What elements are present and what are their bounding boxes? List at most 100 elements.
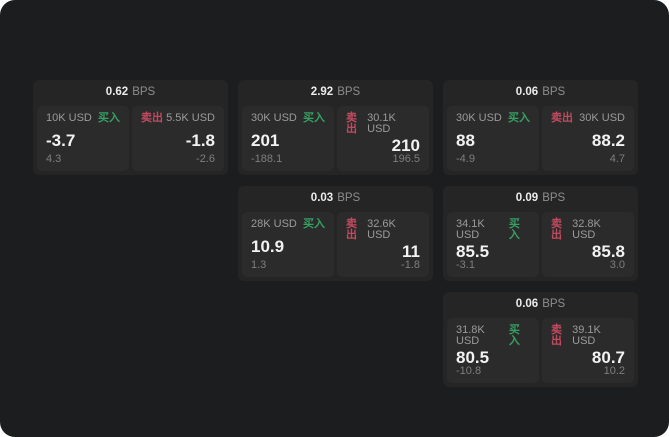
sell-amount-label: 32.8K USD: [572, 218, 601, 241]
sell-cell[interactable]: 卖出 5.5K USD -1.8 -2.6: [132, 106, 224, 171]
buy-cell-top: 28K USD 买入: [251, 219, 325, 230]
buy-sub-value: 1.3: [251, 259, 267, 271]
bps-value: 0.62: [105, 86, 129, 99]
bps-value: 0.09: [515, 192, 539, 205]
bps-value: 0.03: [310, 192, 334, 205]
quote-card: 0.62 BPS 10K USD 买入 -3.7 4.3 卖出 5.5K USD…: [33, 80, 228, 175]
bps-value: 0.06: [515, 298, 539, 311]
sell-cell[interactable]: 卖出 32.8K USD 85.8 3.0: [542, 212, 634, 277]
card-header: 0.62 BPS: [37, 80, 224, 106]
buy-sub-value: -188.1: [251, 153, 283, 165]
buy-side-label: 买入: [508, 112, 530, 124]
bps-unit: BPS: [337, 192, 361, 205]
sell-price: 88.2: [591, 130, 625, 150]
buy-side-label: 买入: [303, 112, 325, 124]
bps-unit: BPS: [542, 86, 566, 99]
sell-cell[interactable]: 卖出 30.1K USD 210 196.5: [337, 106, 429, 171]
sell-sub-value: 10.2: [603, 365, 625, 377]
sell-price: 80.7: [591, 348, 625, 367]
quote-card: 0.06 BPS 30K USD 买入 88 -4.9 卖出 30K USD 8…: [443, 80, 638, 175]
buy-cell[interactable]: 28K USD 买入 10.9 1.3: [242, 212, 334, 277]
buy-cell-top: 31.8K USD 买入: [456, 325, 530, 347]
quote-card: 2.92 BPS 30K USD 买入 201 -188.1 卖出 30.1K …: [238, 80, 433, 175]
buy-price: -3.7: [46, 130, 76, 150]
sell-sub-value: 196.5: [392, 153, 420, 165]
sell-cell-top: 卖出 30.1K USD: [346, 113, 420, 135]
card-body: 30K USD 买入 88 -4.9 卖出 30K USD 88.2 4.7: [447, 106, 634, 171]
bps-unit: BPS: [542, 298, 566, 311]
buy-side-label: 买入: [508, 324, 520, 347]
quote-card: 0.03 BPS 28K USD 买入 10.9 1.3 卖出 32.6K US…: [238, 186, 433, 281]
bps-value: 2.92: [310, 86, 334, 99]
quote-card: 0.06 BPS 31.8K USD 买入 80.5 -10.8 卖出 39.1…: [443, 292, 638, 387]
card-header: 0.06 BPS: [447, 80, 634, 106]
buy-amount-label: 31.8K USD: [456, 324, 485, 347]
sell-cell-top: 卖出 30K USD: [551, 113, 625, 124]
bps-unit: BPS: [132, 86, 156, 99]
sell-sub-value: -2.6: [196, 153, 215, 165]
quote-card: 0.09 BPS 34.1K USD 买入 85.5 -3.1 卖出 32.8K…: [443, 186, 638, 281]
sell-side-label: 卖出: [346, 218, 357, 241]
sell-sub-value: 4.7: [609, 153, 625, 165]
buy-price: 201: [251, 130, 280, 150]
sell-price: -1.8: [185, 130, 215, 150]
buy-cell-top: 30K USD 买入: [251, 113, 325, 124]
buy-price: 85.5: [456, 242, 490, 261]
sell-amount-label: 5.5K USD: [166, 112, 215, 124]
sell-side-label: 卖出: [551, 324, 562, 347]
buy-cell-top: 30K USD 买入: [456, 113, 530, 124]
card-header: 0.03 BPS: [242, 186, 429, 212]
card-body: 34.1K USD 买入 85.5 -3.1 卖出 32.8K USD 85.8…: [447, 212, 634, 277]
sell-side-label: 卖出: [346, 112, 357, 135]
buy-sub-value: -3.1: [456, 259, 475, 271]
buy-amount-label: 30K USD: [251, 112, 297, 124]
buy-cell-top: 10K USD 买入: [46, 113, 120, 124]
sell-amount-label: 30.1K USD: [367, 112, 396, 135]
sell-cell-top: 卖出 5.5K USD: [141, 113, 215, 124]
card-body: 31.8K USD 买入 80.5 -10.8 卖出 39.1K USD 80.…: [447, 318, 634, 383]
sell-amount-label: 30K USD: [579, 112, 625, 124]
buy-side-label: 买入: [303, 218, 325, 230]
sell-price: 11: [402, 242, 420, 261]
buy-price: 80.5: [456, 348, 490, 367]
sell-cell[interactable]: 卖出 39.1K USD 80.7 10.2: [542, 318, 634, 383]
buy-cell[interactable]: 30K USD 买入 201 -188.1: [242, 106, 334, 171]
sell-side-label: 卖出: [551, 112, 573, 124]
buy-sub-value: 4.3: [46, 153, 62, 165]
sell-cell[interactable]: 卖出 32.6K USD 11 -1.8: [337, 212, 429, 277]
buy-price: 88: [456, 130, 475, 150]
sell-side-label: 卖出: [141, 112, 163, 124]
card-body: 10K USD 买入 -3.7 4.3 卖出 5.5K USD -1.8 -2.…: [37, 106, 224, 171]
buy-cell[interactable]: 30K USD 买入 88 -4.9: [447, 106, 539, 171]
card-header: 2.92 BPS: [242, 80, 429, 106]
buy-cell[interactable]: 34.1K USD 买入 85.5 -3.1: [447, 212, 539, 277]
sell-sub-value: -1.8: [401, 259, 420, 271]
bps-unit: BPS: [337, 86, 361, 99]
sell-cell-top: 卖出 32.6K USD: [346, 219, 420, 241]
sell-price: 85.8: [591, 242, 625, 261]
buy-cell[interactable]: 31.8K USD 买入 80.5 -10.8: [447, 318, 539, 383]
cards-grid: 0.62 BPS 10K USD 买入 -3.7 4.3 卖出 5.5K USD…: [33, 80, 638, 387]
card-body: 30K USD 买入 201 -188.1 卖出 30.1K USD 210 1…: [242, 106, 429, 171]
bps-value: 0.06: [515, 86, 539, 99]
buy-amount-label: 34.1K USD: [456, 218, 485, 241]
sell-side-label: 卖出: [551, 218, 562, 241]
sell-amount-label: 32.6K USD: [367, 218, 396, 241]
buy-sub-value: -10.8: [456, 365, 482, 377]
buy-sub-value: -4.9: [456, 153, 475, 165]
buy-cell[interactable]: 10K USD 买入 -3.7 4.3: [37, 106, 129, 171]
buy-cell-top: 34.1K USD 买入: [456, 219, 530, 241]
buy-side-label: 买入: [98, 112, 120, 124]
card-header: 0.06 BPS: [447, 292, 634, 318]
card-body: 28K USD 买入 10.9 1.3 卖出 32.6K USD 11 -1.8: [242, 212, 429, 277]
sell-cell[interactable]: 卖出 30K USD 88.2 4.7: [542, 106, 634, 171]
sell-cell-top: 卖出 39.1K USD: [551, 325, 625, 347]
sell-cell-top: 卖出 32.8K USD: [551, 219, 625, 241]
sell-sub-value: 3.0: [609, 259, 625, 271]
buy-price: 10.9: [251, 236, 285, 256]
bps-unit: BPS: [542, 192, 566, 205]
buy-amount-label: 28K USD: [251, 218, 297, 230]
buy-amount-label: 10K USD: [46, 112, 92, 124]
sell-amount-label: 39.1K USD: [572, 324, 601, 347]
